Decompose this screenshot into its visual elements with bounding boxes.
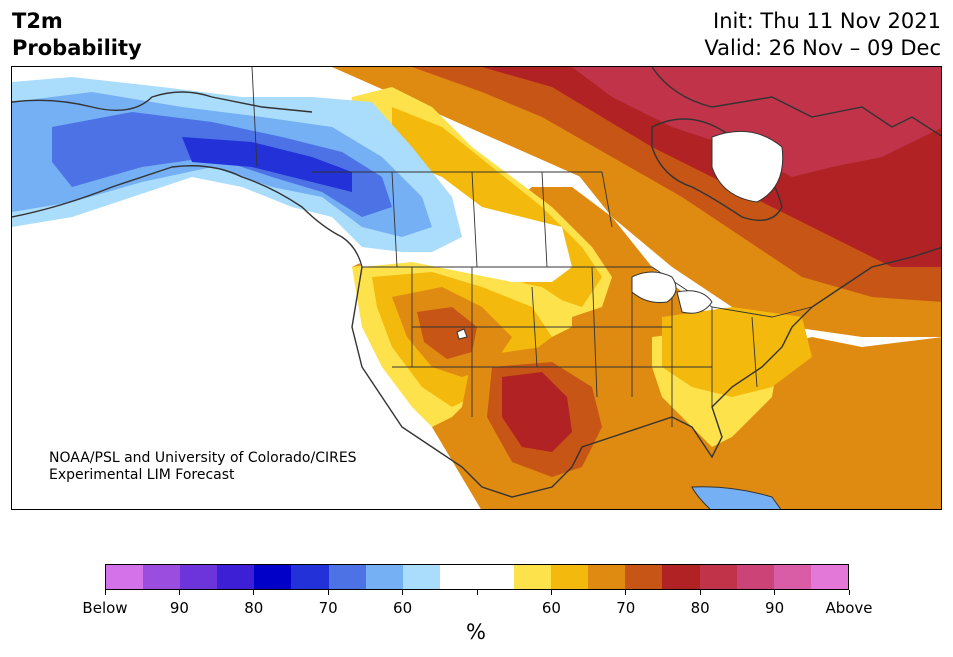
colorbar-tick: [253, 590, 255, 595]
colorbar-tick-center: [476, 590, 478, 595]
colorbar-tick: [625, 590, 627, 595]
colorbar-segment: [810, 565, 848, 589]
colorbar-tick: [550, 590, 552, 595]
colorbar-tick: [774, 590, 776, 595]
colorbar-segment: [365, 565, 403, 589]
colorbar-segment: [291, 565, 329, 589]
region-below-70: [52, 112, 392, 217]
region-above-80-texas: [502, 372, 572, 452]
colorbar-tick-label: 60: [393, 599, 413, 617]
colorbar-tick-label: 90: [169, 599, 189, 617]
cuba-island: [691, 486, 782, 509]
colorbar-tick-label: 70: [318, 599, 338, 617]
colorbar-tick: [699, 590, 701, 595]
colorbar-tick-label: Above: [825, 599, 873, 617]
colorbar-tick-label: 80: [244, 599, 264, 617]
probability-map: [12, 67, 941, 509]
colorbar-unit: %: [466, 620, 486, 644]
political-borders: [251, 67, 813, 427]
colorbar-segment: [773, 565, 811, 589]
region-below-75: [182, 137, 352, 192]
colorbar-segment: [402, 565, 440, 589]
map-credit: NOAA/PSL and University of Colorado/CIRE…: [49, 450, 357, 484]
credit-line1: NOAA/PSL and University of Colorado/CIRE…: [49, 450, 357, 466]
colorbar-segment: [625, 565, 663, 589]
coastlines: [12, 67, 941, 498]
title-line2: Probability: [12, 36, 142, 60]
map-title: T2m Probability: [12, 8, 142, 62]
region-above-65-southeast: [662, 307, 812, 397]
colorbar-tick: [178, 590, 180, 595]
colorbar-segment: [662, 565, 700, 589]
init-date: Init: Thu 11 Nov 2021: [713, 9, 941, 33]
colorbar-segment: [514, 565, 552, 589]
colorbar-tick-label: 60: [541, 599, 561, 617]
colorbar-tick: [848, 590, 850, 595]
colorbar-segment: [588, 565, 626, 589]
colorbar-segment: [217, 565, 255, 589]
credit-line2: Experimental LIM Forecast: [49, 467, 235, 483]
colorbar: [105, 564, 849, 590]
region-above-75-west: [417, 307, 477, 359]
colorbar-tick: [104, 590, 106, 595]
colorbar-tick: [327, 590, 329, 595]
forecast-dates: Init: Thu 11 Nov 2021 Valid: 26 Nov – 09…: [704, 8, 941, 62]
colorbar-segment: [476, 565, 515, 589]
colorbar-segment: [143, 565, 181, 589]
title-line1: T2m: [12, 9, 63, 33]
colorbar-segment: [180, 565, 218, 589]
colorbar-segment: [254, 565, 292, 589]
colorbar-segment: [328, 565, 366, 589]
map-panel: [11, 66, 942, 510]
lakes: [456, 130, 784, 340]
colorbar-tick-label: Below: [82, 599, 128, 617]
region-above-75-north: [412, 67, 941, 302]
colorbar-segment: [106, 565, 144, 589]
colorbar-tick-label: 70: [616, 599, 636, 617]
colorbar-segment: [439, 565, 477, 589]
colorbar-segment: [551, 565, 589, 589]
valid-range: Valid: 26 Nov – 09 Dec: [704, 36, 941, 60]
colorbar-tick-label: 80: [690, 599, 710, 617]
region-above-85-arctic: [572, 67, 941, 177]
colorbar-segment: [699, 565, 737, 589]
colorbar-segment: [736, 565, 774, 589]
colorbar-tick-label: 90: [765, 599, 785, 617]
colorbar-tick: [402, 590, 404, 595]
